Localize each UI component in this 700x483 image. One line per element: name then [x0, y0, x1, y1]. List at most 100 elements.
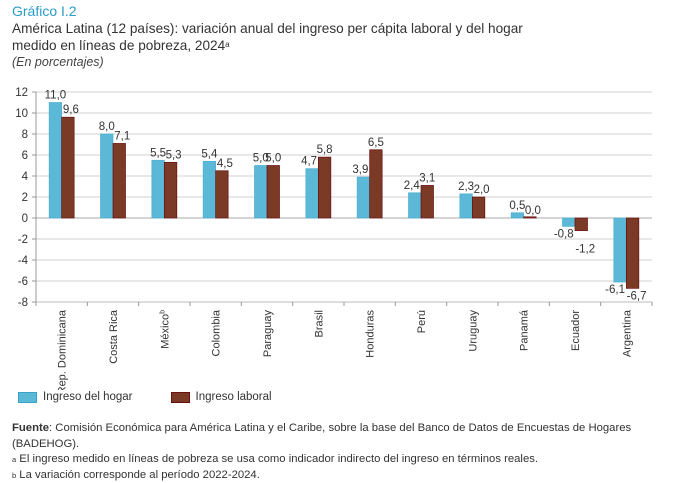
y-tick-label: -6 [18, 276, 28, 288]
x-tick-label: Méxicob [159, 310, 171, 349]
data-label: -1,2 [575, 244, 595, 256]
bar-laboral [267, 166, 280, 219]
x-tick-label-group: Paraguay [262, 310, 274, 358]
x-tick-label-group: Brasil [313, 310, 325, 338]
y-tick-label: -2 [18, 234, 28, 246]
data-label: 2,3 [458, 181, 474, 193]
x-tick-label: Argentina [621, 309, 633, 357]
source-note: Fuente: Comisión Económica para América … [12, 421, 700, 452]
legend-swatch-laboral [171, 392, 190, 403]
legend-label-laboral: Ingreso laboral [196, 391, 272, 403]
footnote-a-text: El ingreso medido en líneas de pobreza s… [16, 453, 538, 465]
y-tick-label: 4 [22, 171, 29, 183]
x-tick-label-group: Rep. Dominicana [57, 309, 69, 390]
bar-laboral [62, 117, 75, 218]
data-label: -6,1 [605, 284, 625, 296]
x-tick-label: Honduras [365, 310, 377, 358]
data-label: 6,5 [368, 137, 384, 149]
x-tick-label: Brasil [313, 310, 325, 338]
data-label: 5,8 [317, 144, 333, 156]
y-tick-label: 8 [22, 129, 28, 141]
gridlines [36, 92, 652, 302]
x-tick-label: Rep. Dominicana [57, 309, 69, 390]
y-tick-label: 0 [22, 213, 28, 225]
y-tick-label: -8 [18, 297, 28, 309]
data-label: 3,9 [352, 164, 368, 176]
x-tick-label-group: Honduras [365, 310, 377, 358]
footnotes: Fuente: Comisión Económica para América … [12, 421, 700, 483]
x-tick-label-group: Uruguay [467, 310, 479, 352]
y-tick-label: 6 [22, 150, 28, 162]
bar-laboral [318, 157, 331, 218]
y-tick-label: 10 [15, 108, 28, 120]
legend-item-hogar: Ingreso del hogar [18, 391, 133, 403]
bar-hogar [357, 177, 370, 218]
bar-laboral [113, 143, 126, 218]
legend-label-hogar: Ingreso del hogar [43, 391, 133, 403]
y-tick-label: 12 [15, 87, 28, 99]
bar-hogar [203, 161, 216, 218]
x-tick-label-group: Ecuador [570, 310, 582, 351]
x-tick-label: Panamá [519, 309, 531, 351]
x-tick-label: Ecuador [570, 310, 582, 351]
data-label: 0,0 [525, 205, 541, 217]
footnote-a: a El ingreso medido en líneas de pobreza… [12, 452, 700, 468]
bar-hogar [511, 213, 523, 218]
data-label: 4,7 [301, 156, 317, 168]
y-tick-label: 2 [22, 192, 28, 204]
data-label: 0,5 [509, 200, 525, 212]
footnote-b: b La variación corresponde al período 20… [12, 468, 700, 483]
data-label: 7,1 [114, 130, 130, 142]
bar-laboral [575, 218, 588, 231]
x-tick-label-group: Panamá [519, 309, 531, 351]
data-label: 11,0 [45, 90, 67, 102]
bar-hogar [255, 166, 268, 219]
data-label: 5,3 [166, 149, 182, 161]
bar-hogar [563, 218, 576, 226]
x-tick-label: Paraguay [262, 310, 274, 358]
bar-hogar [614, 218, 627, 282]
x-tick-footnote: b [159, 310, 166, 314]
data-label: 2,0 [474, 184, 490, 196]
bar-hogar [306, 169, 319, 218]
data-label: 5,4 [201, 148, 218, 160]
data-label: 5,0 [265, 153, 281, 165]
legend: Ingreso del hogar Ingreso laboral [18, 391, 272, 403]
data-label: 5,5 [150, 147, 166, 159]
data-label: 8,0 [99, 121, 115, 133]
x-tick-label: Costa Rica [108, 309, 120, 364]
data-label: 3,1 [419, 172, 435, 184]
x-tick-label: Colombia [211, 309, 223, 356]
legend-swatch-hogar [18, 392, 37, 403]
bar-hogar [409, 193, 422, 218]
x-tick-label: Uruguay [467, 310, 479, 352]
x-tick-label-group: Colombia [211, 309, 223, 356]
bar-laboral [421, 185, 434, 218]
x-tick-label-group: Argentina [621, 309, 633, 357]
x-tick-label-group: Costa Rica [108, 309, 120, 364]
bar-hogar [49, 103, 62, 219]
x-tick-label-group: Perú [416, 310, 428, 333]
bar-hogar [101, 134, 114, 218]
x-tick-label: Perú [416, 310, 428, 333]
data-label: -6,7 [627, 290, 647, 302]
data-label: 4,5 [217, 158, 233, 170]
legend-item-laboral: Ingreso laboral [171, 391, 272, 403]
y-tick-label: -4 [18, 255, 29, 267]
bar-laboral [626, 218, 639, 288]
bar-laboral [216, 171, 229, 218]
data-label: 9,6 [63, 104, 79, 116]
x-tick-label-group: Méxicob [159, 310, 171, 349]
footnote-b-text: La variación corresponde al período 2022… [16, 469, 260, 481]
data-label: -0,8 [554, 228, 574, 240]
bar-laboral [370, 150, 383, 218]
source-text: : Comisión Económica para América Latina… [12, 422, 631, 450]
source-label: Fuente [12, 422, 49, 434]
y-axis: 12 10 8 6 4 2 0 -2 -4 -6 -8 [15, 87, 36, 309]
bar-hogar [152, 160, 165, 218]
x-axis: Rep. Dominicana Costa Rica Méxicob Colombia… [36, 302, 652, 390]
data-label: 2,4 [404, 180, 421, 192]
bar-laboral [164, 162, 177, 218]
